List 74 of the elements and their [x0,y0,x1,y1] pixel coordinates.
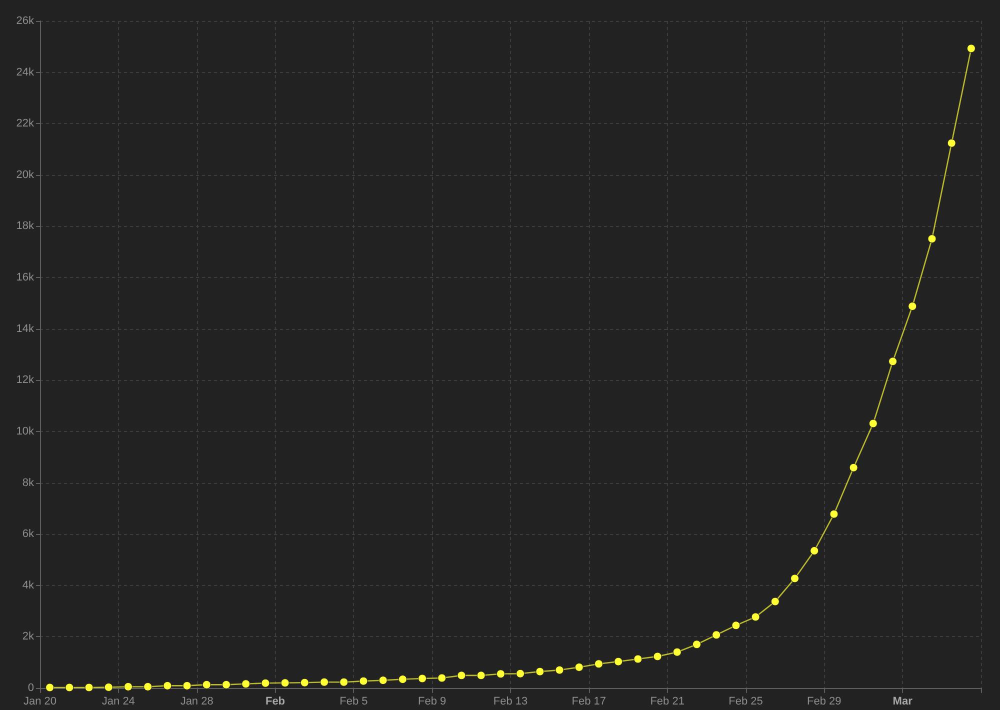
point [300,678,309,687]
y-tick-label: 4k [22,579,34,592]
point [849,463,858,472]
point [594,660,603,668]
y-tick-label: 20k [16,168,34,181]
point [770,597,780,606]
point [222,680,230,689]
point [320,678,329,686]
point [516,669,525,678]
x-tick-label: Feb [265,696,286,708]
point [144,682,152,691]
point [868,419,878,428]
point [104,682,113,692]
point [790,574,800,583]
x-tick-label: Jan 28 [180,696,214,708]
point [242,680,250,688]
point [574,662,584,672]
point [536,667,544,676]
point [46,683,54,692]
y-tick-label: 22k [16,118,34,130]
x-tick-label: Feb 25 [728,696,763,708]
point [418,674,427,683]
point [810,546,819,555]
point [966,44,976,53]
point [496,670,505,678]
point [947,138,956,148]
y-tick-label: 24k [16,66,34,78]
x-tick-label: Feb 29 [807,696,842,708]
point [202,680,211,689]
point [359,676,368,686]
point [672,648,682,656]
point [261,678,270,688]
point [614,657,623,666]
x-tick-label: Feb 13 [493,696,528,708]
x-tick-label: Jan 20 [23,696,57,708]
y-tick-label: 8k [22,476,34,489]
y-tick-label: 0 [28,682,34,694]
y-tick-label: 6k [22,528,34,540]
point [84,683,94,692]
point [163,681,172,690]
point [908,302,917,311]
point [751,612,760,622]
point [634,654,642,664]
point [182,681,192,690]
point [712,630,721,640]
point [732,621,740,630]
y-tick-label: 16k [16,272,34,284]
point [692,640,701,649]
point [476,671,486,680]
point [555,666,564,674]
y-tick-label: 2k [22,630,34,643]
point [124,682,132,691]
y-tick-label: 12k [16,374,34,386]
point [65,683,74,692]
point [457,671,466,680]
x-tick-label: Feb 5 [340,696,368,708]
point [280,678,290,688]
point [928,234,936,244]
y-tick-label: 26k [16,15,34,27]
x-tick-label: Feb 21 [650,696,684,708]
point [378,676,388,685]
x-tick-label: Mar [892,696,914,708]
point [888,357,898,366]
y-tick-label: 18k [16,220,34,232]
point [438,674,446,682]
y-tick-label: 10k [16,425,34,438]
x-tick-label: Feb 17 [572,696,606,708]
point [830,510,838,518]
x-tick-label: Jan 24 [102,696,135,708]
x-tick-label: Feb 9 [418,696,446,708]
point [398,675,407,684]
point [340,678,348,686]
point [653,652,662,661]
y-tick-label: 14k [16,322,34,335]
